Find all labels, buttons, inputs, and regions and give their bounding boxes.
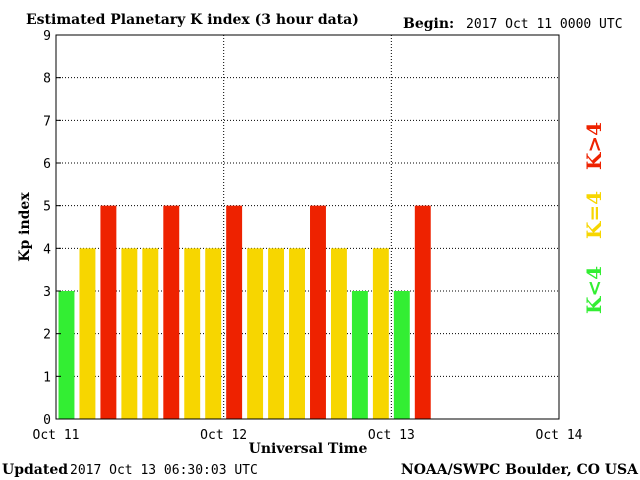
kp-bar (121, 248, 138, 419)
kp-bar (79, 248, 96, 419)
y-tick-label: 4 (43, 242, 51, 257)
x-tick-labels: Oct 11 Oct 12 Oct 13 Oct 14 (33, 428, 583, 443)
x-tick-label: Oct 12 (200, 428, 247, 443)
y-tick-label: 3 (43, 285, 51, 300)
kp-bar (205, 248, 222, 419)
kp-bar (58, 291, 75, 419)
x-tick-label: Oct 11 (33, 428, 80, 443)
chart-title: Estimated Planetary K index (3 hour data… (26, 12, 359, 28)
legend-high: K>4 (582, 122, 606, 170)
kp-bar (184, 248, 201, 419)
begin-value: 2017 Oct 11 0000 UTC (466, 17, 623, 32)
y-axis-label: Kp index (17, 192, 33, 262)
kp-bar (226, 205, 243, 419)
legend-low: K<4 (582, 266, 606, 314)
y-tick-label: 9 (43, 29, 51, 44)
kp-bar (310, 205, 326, 419)
y-tick-label: 5 (43, 200, 51, 215)
kp-bar (100, 205, 117, 419)
bars (58, 205, 431, 419)
kp-bar (247, 248, 264, 419)
kp-bar (351, 291, 368, 419)
x-tick-label: Oct 14 (536, 428, 583, 443)
y-tick-label: 0 (43, 413, 51, 428)
begin-label: Begin: (403, 16, 454, 32)
plot-area (55, 34, 560, 420)
y-tick-label: 8 (43, 72, 51, 87)
kp-bar (330, 248, 347, 419)
kp-bar (142, 248, 159, 419)
y-tick-label: 7 (43, 114, 51, 129)
kp-bar (289, 248, 305, 419)
x-tick-label: Oct 13 (368, 428, 415, 443)
kp-bar (163, 205, 180, 419)
kp-bar (393, 291, 410, 419)
gridlines (56, 35, 559, 419)
y-tick-label: 6 (43, 157, 51, 172)
credit: NOAA/SWPC Boulder, CO USA (401, 462, 639, 478)
kp-bar (268, 248, 285, 419)
updated-value: 2017 Oct 13 06:30:03 UTC (70, 463, 258, 478)
y-tick-label: 2 (43, 328, 51, 343)
legend-mid: K=4 (582, 191, 606, 239)
x-axis-label: Universal Time (249, 441, 368, 457)
y-tick-label: 1 (43, 370, 51, 385)
updated-label: Updated (2, 462, 68, 478)
y-tick-labels: 0 1 2 3 4 5 6 7 8 9 (43, 29, 61, 428)
kp-bar (372, 248, 389, 419)
kp-bar (414, 205, 431, 419)
